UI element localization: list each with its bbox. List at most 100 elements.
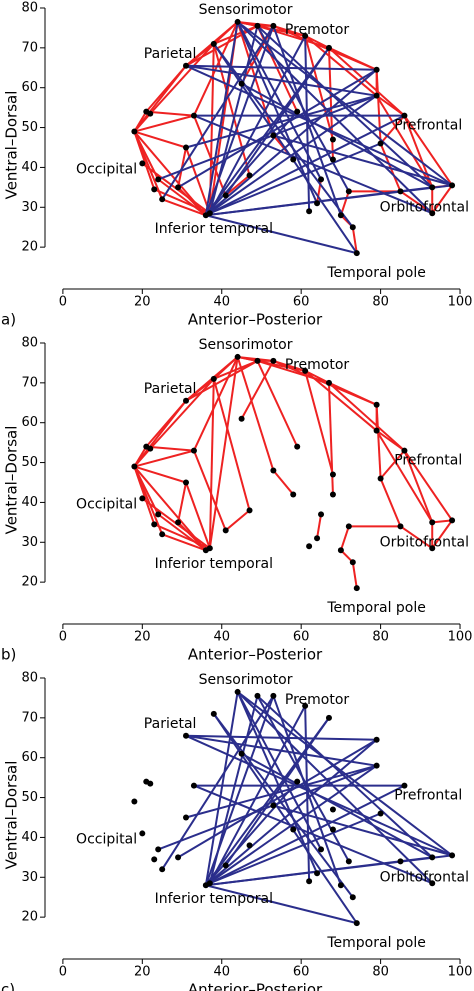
- region-label: Premotor: [285, 692, 350, 708]
- node: [329, 491, 336, 498]
- node: [151, 856, 158, 863]
- node: [353, 250, 360, 257]
- x-axis-label: Anterior–Posterior: [188, 981, 323, 991]
- node: [206, 210, 213, 217]
- edge: [157, 764, 377, 851]
- y-tick-label: 50: [21, 790, 38, 805]
- edge: [351, 562, 358, 589]
- panel: 0 20 40 60 80 100 20 30 40 50 60 70 80 Anterior–Poste…: [1, 335, 472, 663]
- x-tick-label: 40: [213, 965, 230, 980]
- y-tick-label: 30: [21, 535, 38, 550]
- node: [377, 475, 384, 482]
- edge: [133, 466, 164, 535]
- edge: [240, 360, 275, 420]
- region-label: Inferior temporal: [155, 221, 273, 237]
- node: [429, 210, 436, 217]
- edge: [205, 854, 453, 887]
- edge: [224, 47, 330, 196]
- y-axis-label: Ventral–Dorsal: [3, 426, 21, 535]
- node: [270, 357, 277, 364]
- region-label: Premotor: [285, 357, 350, 373]
- edge: [161, 533, 207, 552]
- node: [234, 18, 241, 25]
- edge: [212, 713, 358, 924]
- node: [294, 443, 301, 450]
- y-tick-label: 60: [21, 80, 38, 95]
- node: [222, 192, 229, 199]
- edge: [145, 400, 187, 448]
- edge: [375, 69, 382, 144]
- edge: [339, 191, 350, 216]
- node: [290, 491, 297, 498]
- region-label: Prefrontal: [394, 453, 462, 469]
- edge: [236, 21, 322, 180]
- node: [401, 782, 408, 789]
- y-tick-label: 70: [21, 710, 38, 725]
- y-tick-label: 60: [21, 750, 38, 765]
- edge: [208, 35, 307, 214]
- node: [429, 545, 436, 552]
- node: [151, 521, 158, 528]
- node: [159, 196, 166, 203]
- node: [139, 495, 146, 502]
- node: [329, 826, 336, 833]
- node: [175, 519, 182, 526]
- edge: [304, 369, 330, 384]
- x-tick-label: 80: [372, 630, 389, 645]
- edge: [403, 450, 453, 521]
- node: [397, 523, 404, 530]
- node: [234, 353, 241, 360]
- edge: [236, 21, 318, 204]
- edge: [351, 227, 358, 254]
- node: [254, 357, 261, 364]
- x-tick-label: 20: [134, 630, 151, 645]
- panel-label: a): [1, 311, 16, 329]
- node: [373, 736, 380, 743]
- edge: [316, 514, 323, 539]
- edge: [212, 378, 251, 511]
- edge: [145, 65, 187, 113]
- node: [429, 519, 436, 526]
- y-tick-label: 60: [21, 415, 38, 430]
- node: [429, 184, 436, 191]
- node: [238, 415, 245, 422]
- region-label: Parietal: [144, 46, 197, 62]
- y-tick-label: 20: [21, 240, 38, 255]
- node: [318, 176, 325, 183]
- node: [238, 750, 245, 757]
- region-label: Sensorimotor: [199, 672, 293, 688]
- node: [373, 92, 380, 99]
- node: [329, 136, 336, 143]
- y-axis-label: Ventral–Dorsal: [3, 761, 21, 870]
- edge: [236, 691, 433, 884]
- node: [246, 507, 253, 514]
- node: [159, 866, 166, 873]
- edge: [134, 114, 195, 133]
- edge: [327, 47, 334, 160]
- node: [449, 517, 456, 524]
- x-tick-label: 0: [59, 965, 67, 980]
- region-label: Orbitofrontal: [380, 869, 469, 885]
- region-label: Sensorimotor: [199, 2, 293, 18]
- x-axis-label: Anterior–Posterior: [188, 646, 323, 664]
- node: [397, 188, 404, 195]
- node: [210, 710, 217, 717]
- region-label: Sensorimotor: [199, 337, 293, 353]
- region-label: Temporal pole: [326, 600, 426, 616]
- x-tick-label: 100: [448, 630, 473, 645]
- node: [337, 882, 344, 889]
- edge: [213, 713, 354, 898]
- y-tick-label: 80: [21, 0, 38, 15]
- node: [329, 471, 336, 478]
- edge: [403, 450, 434, 523]
- panel: 0 20 40 60 80 100 20 30 40 50 60 70 80 Anterior–Poste…: [1, 0, 472, 328]
- y-tick-label: 50: [21, 120, 38, 135]
- region-label: Inferior temporal: [155, 556, 273, 572]
- edge: [208, 356, 239, 549]
- x-tick-label: 20: [134, 965, 151, 980]
- node: [155, 511, 162, 518]
- node: [302, 32, 309, 39]
- edge: [304, 370, 378, 432]
- edge: [185, 360, 258, 402]
- node: [377, 140, 384, 147]
